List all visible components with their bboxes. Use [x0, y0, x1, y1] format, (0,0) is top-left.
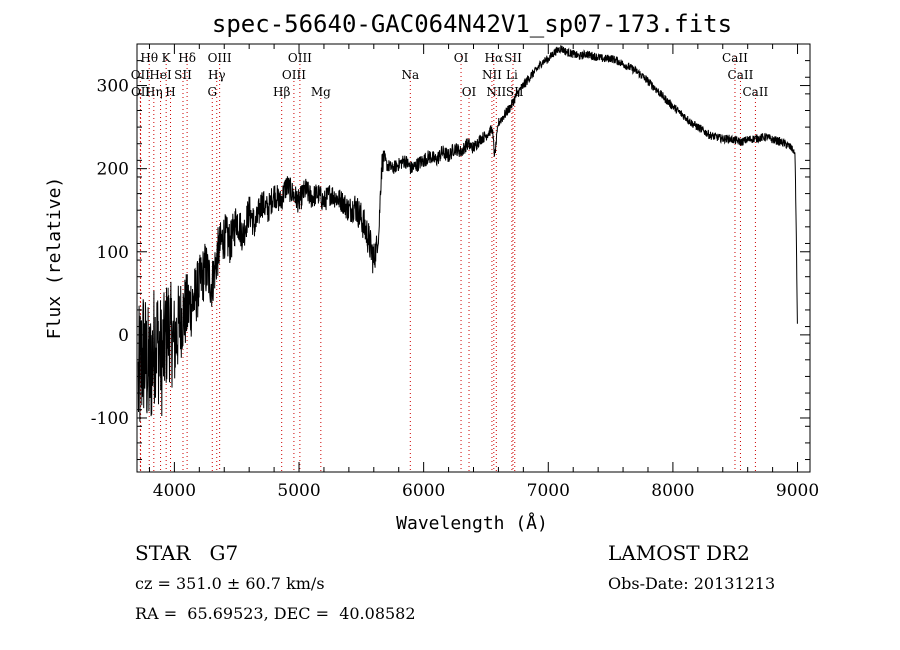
x-tick-label: 4000: [153, 481, 196, 501]
plot-frame: [136, 43, 811, 473]
line-label: CaII: [742, 85, 768, 99]
redshift-velocity: cz = 351.0 ± 60.7 km/s: [135, 574, 325, 593]
x-axis-label: Wavelength (Å): [396, 512, 548, 534]
x-tick-label: 6000: [402, 481, 445, 501]
line-label: HeI: [149, 68, 172, 82]
y-tick-label: -100: [91, 409, 129, 429]
y-tick-label: 300: [97, 77, 129, 97]
line-label: G: [207, 85, 217, 99]
line-label: H: [165, 85, 175, 99]
line-label: OIII: [282, 68, 306, 82]
line-label: Hα: [485, 51, 504, 65]
line-label: Li: [506, 68, 518, 82]
line-label: K: [162, 51, 172, 65]
line-label: NII: [486, 85, 506, 99]
line-label: OI: [454, 51, 469, 65]
tick-labels: 4000 5000 6000 7000 8000 9000 -100 0 100 200 300: [91, 77, 819, 501]
line-label: CaII: [728, 68, 754, 82]
spectral-line-markers: [139, 56, 756, 472]
coordinates: RA = 65.69523, DEC = 40.08582: [135, 604, 416, 623]
line-label: NII: [482, 68, 502, 82]
line-label: OII: [131, 68, 151, 82]
object-class: STAR G7: [135, 541, 239, 565]
line-label: SII: [504, 51, 522, 65]
x-tick-label: 7000: [527, 481, 570, 501]
line-label: Hη: [145, 85, 163, 99]
line-label: OI: [462, 85, 477, 99]
y-axis-label: Flux (relative): [44, 177, 65, 340]
line-label: Hδ: [178, 51, 196, 65]
observation-date: Obs-Date: 20131213: [608, 574, 776, 593]
chart-title: spec-56640-GAC064N42V1_sp07-173.fits: [212, 10, 732, 38]
line-label: Hθ: [140, 51, 158, 65]
x-tick-label: 9000: [776, 481, 819, 501]
line-label: Mg: [311, 85, 331, 99]
line-label: CaII: [722, 51, 748, 65]
line-label: Hβ: [273, 85, 290, 99]
y-tick-label: 0: [118, 326, 129, 346]
y-tick-label: 200: [97, 160, 129, 180]
line-label: OII: [131, 85, 151, 99]
spectrum-chart: spec-56640-GAC064N42V1_sp07-173.fits Hθ K…: [44, 10, 819, 534]
axis-ticks: [137, 44, 810, 472]
line-label: OIII: [288, 51, 312, 65]
line-label: Hγ: [208, 68, 226, 82]
y-tick-label: 100: [97, 243, 129, 263]
line-label: Na: [401, 68, 419, 82]
spectrum-line: [137, 45, 798, 422]
line-label: OIII: [208, 51, 232, 65]
line-label: SII: [174, 68, 192, 82]
data-release: LAMOST DR2: [608, 541, 750, 565]
x-tick-label: 5000: [277, 481, 320, 501]
x-tick-label: 8000: [651, 481, 694, 501]
